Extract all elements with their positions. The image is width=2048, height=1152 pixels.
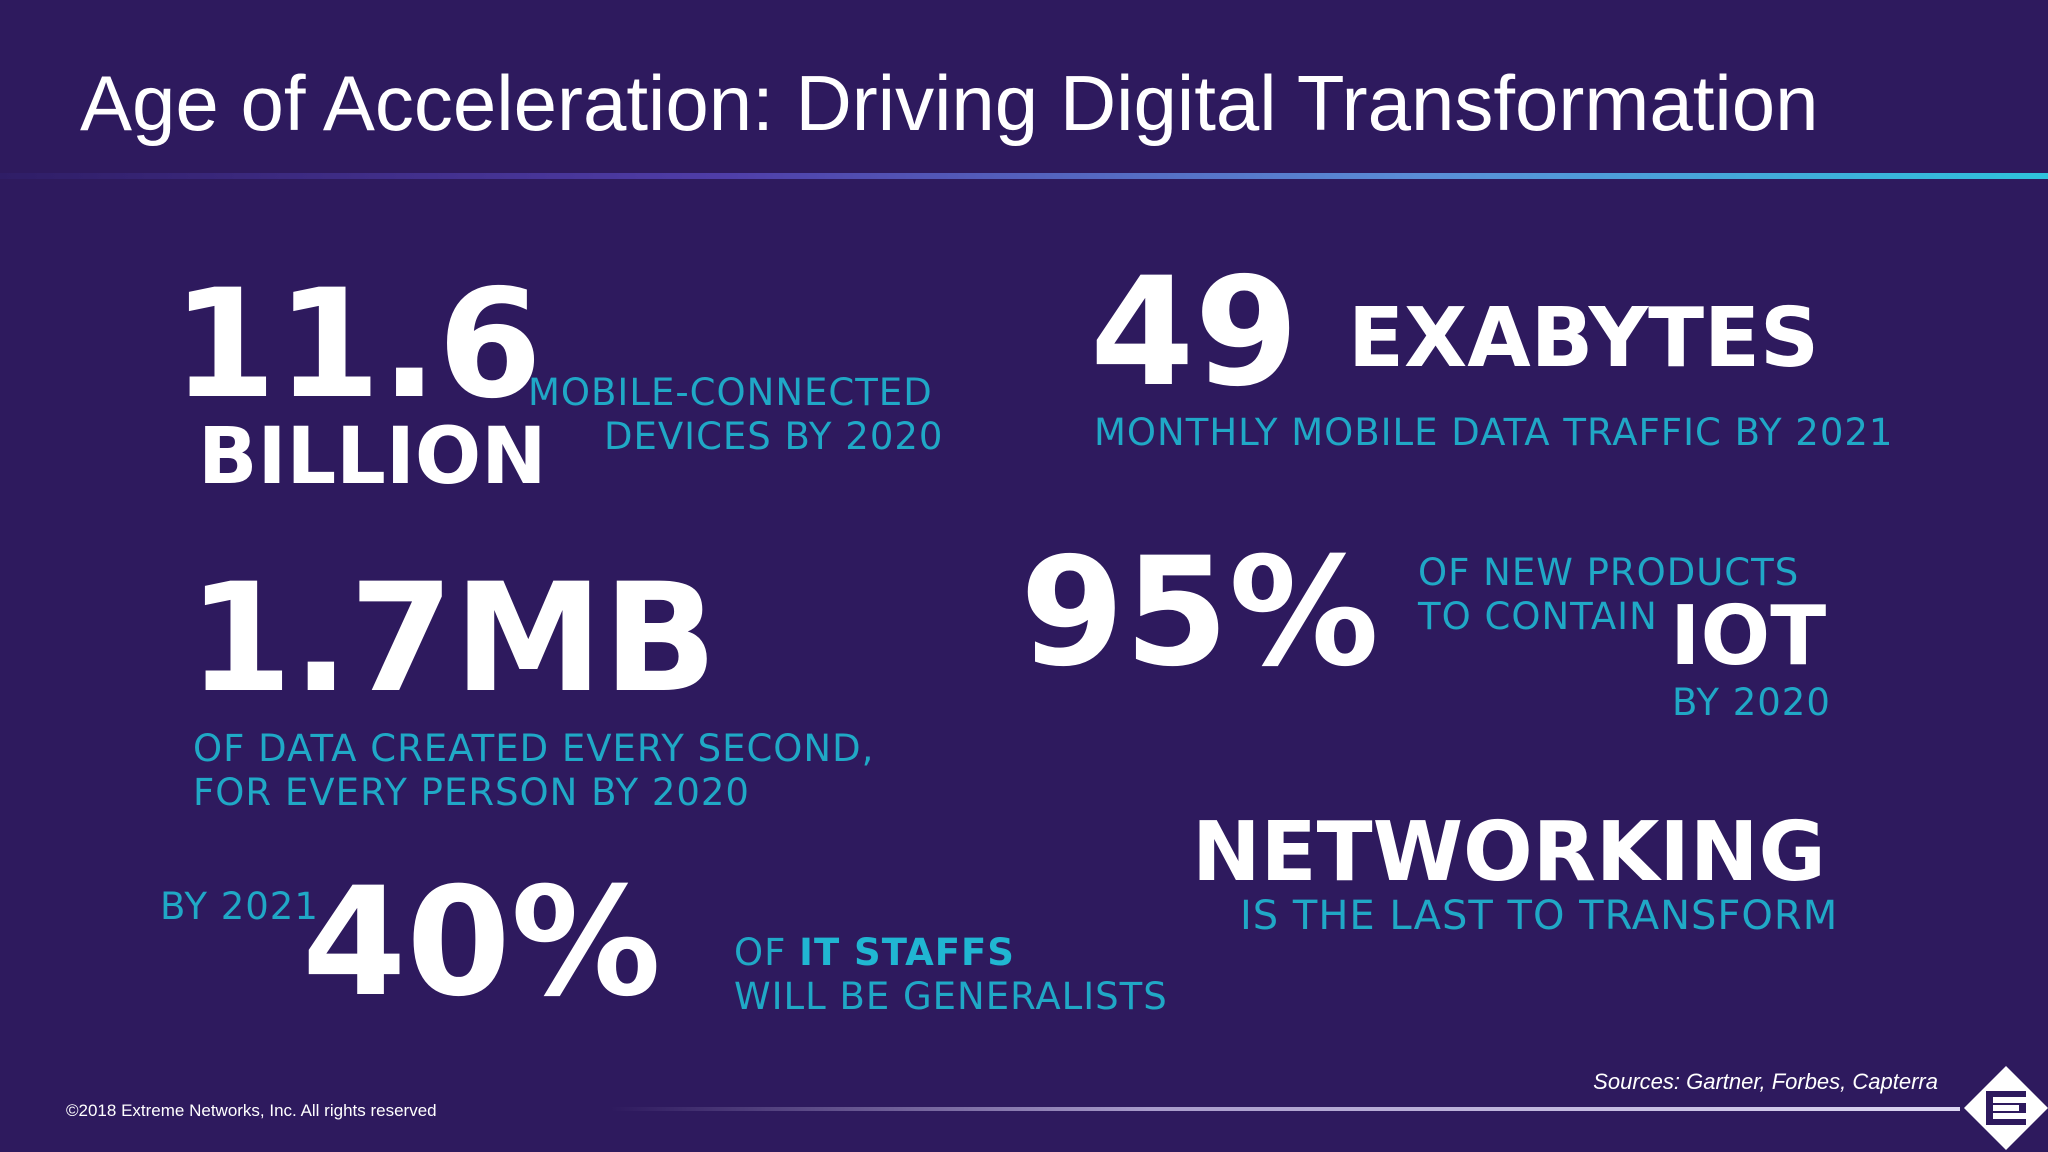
data-number: 1.7MB — [188, 552, 718, 726]
networking-headline: NETWORKING — [1192, 805, 1826, 900]
extreme-networks-logo-icon — [1964, 1066, 2048, 1150]
sources-note: Sources: Gartner, Forbes, Capterra — [1593, 1069, 1938, 1094]
data-caption-line2: FOR EVERY PERSON BY 2020 — [193, 771, 750, 814]
devices-unit: BILLION — [198, 412, 547, 502]
it-staff-caption-line1: OF IT STAFFS — [734, 934, 1015, 971]
footer-divider — [610, 1107, 1960, 1111]
iot-number: 95% — [1020, 526, 1380, 700]
iot-caption-line1: OF NEW PRODUCTS — [1418, 551, 1800, 594]
devices-number: 11.6 — [172, 258, 543, 432]
it-staff-prefix: BY 2021 — [160, 885, 319, 928]
it-staff-caption-of: OF — [734, 931, 787, 974]
it-staff-number: 40% — [302, 856, 662, 1030]
devices-caption-line1: MOBILE-CONNECTED — [528, 371, 933, 414]
it-staff-caption-bold: IT STAFFS — [799, 931, 1015, 974]
traffic-caption: MONTHLY MOBILE DATA TRAFFIC BY 2021 — [1094, 411, 1894, 454]
iot-emphasis: IOT — [1670, 589, 1827, 684]
slide-title: Age of Acceleration: Driving Digital Tra… — [80, 59, 1819, 147]
data-caption-line1: OF DATA CREATED EVERY SECOND, — [193, 727, 875, 770]
networking-caption: IS THE LAST TO TRANSFORM — [1240, 893, 1839, 939]
devices-caption-line2: DEVICES BY 2020 — [604, 415, 944, 458]
traffic-number: 49 — [1090, 246, 1299, 420]
traffic-unit: EXABYTES — [1348, 291, 1820, 386]
iot-caption-line3: BY 2020 — [1672, 681, 1831, 724]
title-divider — [0, 173, 2048, 179]
iot-caption-line2: TO CONTAIN — [1418, 595, 1658, 638]
it-staff-caption-line2: WILL BE GENERALISTS — [734, 975, 1168, 1018]
copyright-notice: ©2018 Extreme Networks, Inc. All rights … — [66, 1101, 437, 1120]
